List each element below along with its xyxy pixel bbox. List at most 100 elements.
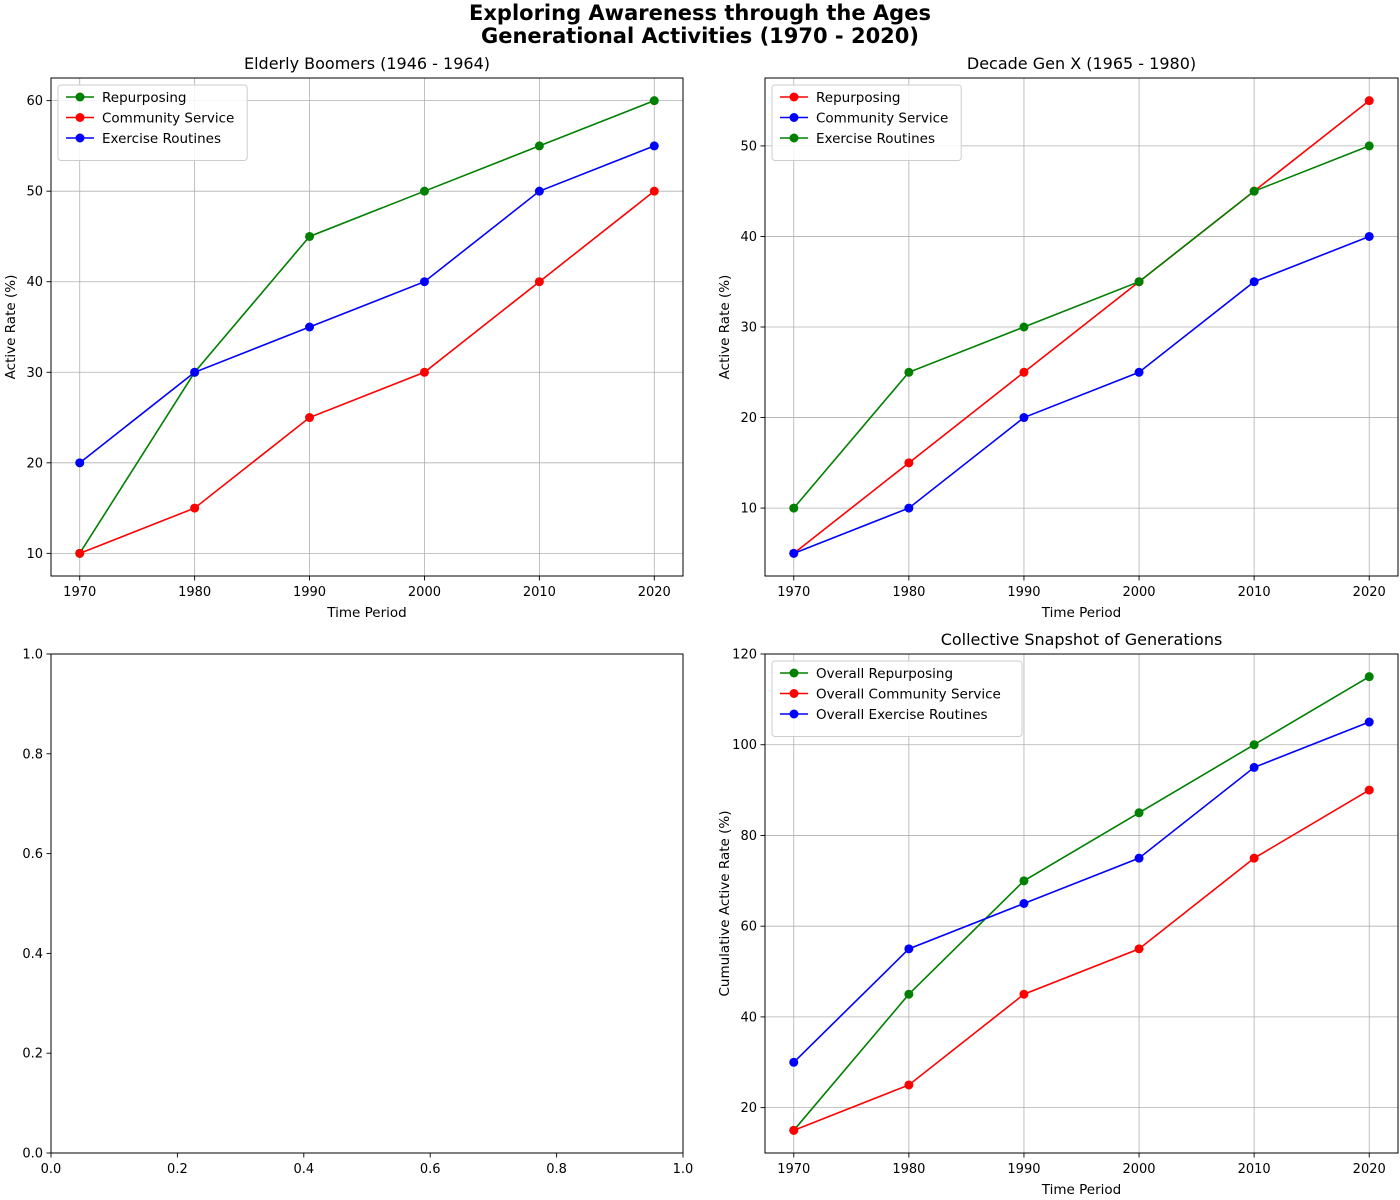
legend-label: Community Service [816, 111, 948, 127]
data-point [904, 989, 914, 999]
x-tick-label: 2020 [1353, 1162, 1386, 1177]
x-tick-label: 1980 [178, 585, 211, 600]
data-point [305, 322, 315, 332]
legend-marker [789, 689, 799, 698]
data-point [904, 367, 914, 377]
y-tick-label: 20 [740, 411, 757, 426]
legend: Overall Repurposing Overall Community Ser… [771, 660, 1023, 737]
data-point [305, 413, 315, 423]
subplot-title: Decade Gen X (1965 - 1980) [967, 54, 1196, 73]
legend-marker [75, 92, 85, 102]
y-tick-label: 40 [26, 275, 43, 290]
x-tick-label: 0.8 [546, 1162, 567, 1177]
series-line [793, 789, 1370, 1132]
legend-label: Repurposing [102, 90, 187, 106]
y-tick-label: 50 [26, 185, 43, 200]
data-point [75, 548, 85, 558]
legend: Repurposing Community Service Exercise Rou… [57, 84, 248, 161]
legend-entry: Overall Repurposing [780, 666, 953, 682]
axes-frame [50, 77, 684, 577]
x-tick-label: 1990 [1007, 1162, 1040, 1177]
y-tick-label: 80 [740, 829, 757, 844]
data-point [419, 186, 429, 196]
y-tick-label: 60 [26, 94, 43, 109]
data-point [190, 367, 200, 377]
legend-entry: Community Service [780, 111, 948, 127]
y-tick-label: 60 [740, 920, 757, 935]
series-line [79, 145, 655, 464]
x-tick-label: 0.0 [41, 1162, 62, 1177]
series-overall-exercise-routines [789, 717, 1374, 1067]
series-line [793, 145, 1370, 509]
y-tick-label: 0.6 [22, 847, 43, 862]
y-tick-label: 0.4 [22, 947, 43, 962]
data-point [305, 231, 315, 241]
subplot-2: 1970 1980 1990 2000 2010 2020 10 20 30 40 50 Decade… [717, 54, 1399, 621]
legend-entry: Community Service [66, 111, 234, 127]
x-axis-label: Time Period [1041, 1182, 1121, 1198]
figure-title-line-2: Generational Activities (1970 - 2020) [481, 24, 919, 48]
legend-entry: Exercise Routines [66, 131, 221, 147]
series-overall-community-service [789, 785, 1374, 1135]
legend-label: Repurposing [816, 90, 901, 106]
legend: Repurposing Community Service Exercise Rou… [771, 84, 962, 161]
data-point [904, 944, 914, 954]
legend-entry: Exercise Routines [780, 131, 935, 147]
legend-label: Overall Repurposing [816, 666, 953, 682]
data-point [1134, 944, 1144, 954]
data-point [649, 96, 659, 106]
y-tick-label: 30 [26, 366, 43, 381]
legend-label: Community Service [102, 111, 234, 127]
subplot-title: Collective Snapshot of Generations [941, 630, 1223, 649]
series-line [793, 235, 1370, 555]
y-tick-label: 10 [26, 547, 43, 562]
subplot-4: 1970 1980 1990 2000 2010 202020406080100120Co… [717, 630, 1399, 1198]
legend-label: Exercise Routines [102, 131, 221, 147]
x-axis-label: Time Period [1041, 605, 1121, 621]
y-tick-label: 30 [740, 321, 757, 336]
axes-frame [764, 653, 1399, 1154]
legend-marker [75, 113, 85, 122]
series-line [79, 190, 655, 555]
data-point [649, 141, 659, 151]
data-point [1249, 740, 1259, 750]
data-point [1134, 808, 1144, 818]
data-point [1019, 322, 1029, 332]
subplot-grid: 1970 1980 1990 2000 2010 2020102030405060Elde… [3, 54, 1399, 1198]
data-point [1364, 141, 1374, 151]
data-point [1364, 96, 1374, 106]
x-tick-label: 2020 [1353, 585, 1386, 600]
y-tick-label: 40 [740, 230, 757, 245]
legend-label: Overall Exercise Routines [816, 707, 988, 723]
data-point [904, 458, 914, 468]
data-point [1019, 367, 1029, 377]
figure-title-line-1: Exploring Awareness through the Ages [469, 1, 931, 25]
data-point [419, 277, 429, 287]
data-point [1134, 277, 1144, 287]
legend-marker [789, 133, 799, 143]
series-line [793, 100, 1370, 554]
series-community-service [789, 231, 1374, 558]
y-tick-label: 20 [740, 1101, 757, 1116]
axes-frame [50, 653, 684, 1154]
legend-entry: Overall Community Service [780, 687, 1001, 703]
data-point [1364, 785, 1374, 795]
x-tick-label: 2020 [638, 585, 671, 600]
legend-marker [789, 92, 799, 102]
x-tick-label: 0.6 [420, 1162, 441, 1177]
data-point [789, 548, 799, 558]
data-point [190, 503, 200, 513]
subplot-1: 1970 1980 1990 2000 2010 2020 10 20 30 40 50 60 Elde… [3, 54, 684, 621]
data-point [649, 186, 659, 196]
data-point [534, 141, 544, 151]
data-point [1364, 231, 1374, 241]
legend-entry: Overall Exercise Routines [780, 707, 988, 723]
legend-box [57, 84, 248, 161]
y-tick-label: 40 [740, 1010, 757, 1025]
series-line [793, 721, 1370, 1063]
y-tick-label: 20 [26, 456, 43, 471]
data-point [1364, 672, 1374, 682]
data-point [904, 1080, 914, 1090]
data-point [534, 186, 544, 196]
